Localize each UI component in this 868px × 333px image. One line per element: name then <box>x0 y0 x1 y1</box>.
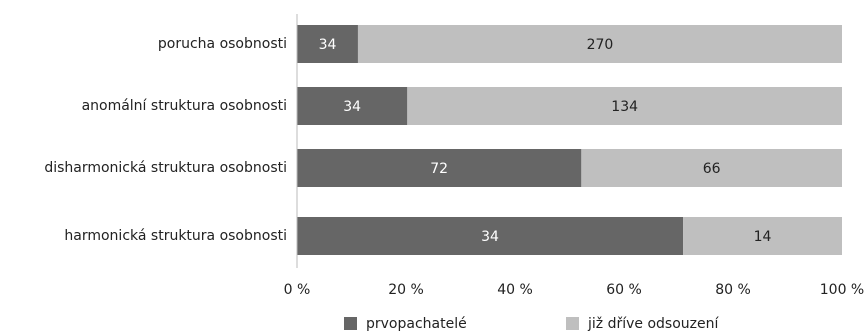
x-tick-label: 40 % <box>497 282 533 298</box>
category-label: porucha osobnosti <box>158 36 287 52</box>
data-label: 66 <box>703 161 721 177</box>
legend-item: prvopachatelé <box>344 316 467 332</box>
x-axis-tick-labels: 0 % 20 % 40 % 60 % 80 % 100 % <box>284 282 865 298</box>
legend: prvopachatelé již dříve odsouzení <box>344 316 719 332</box>
category-labels: porucha osobnosti anomální struktura osob… <box>44 36 287 244</box>
x-tick-label: 80 % <box>715 282 751 298</box>
bar-segment <box>581 149 842 187</box>
x-tick-label: 100 % <box>820 282 864 298</box>
data-label: 14 <box>754 229 772 245</box>
legend-label: již dříve odsouzení <box>587 316 719 332</box>
data-label: 134 <box>611 99 638 115</box>
bar-segment <box>297 149 582 187</box>
category-label: harmonická struktura osobnosti <box>64 228 287 244</box>
bar-segment <box>683 217 842 255</box>
bar-segment <box>297 87 408 125</box>
data-label: 34 <box>343 99 361 115</box>
data-label: 34 <box>481 229 499 245</box>
bar-segment <box>357 25 842 63</box>
x-tick-label: 0 % <box>284 282 311 298</box>
legend-item: již dříve odsouzení <box>566 316 719 332</box>
data-label: 72 <box>430 161 448 177</box>
bar-segment <box>407 87 842 125</box>
legend-swatch <box>344 317 357 330</box>
data-label: 34 <box>319 37 337 53</box>
data-label: 270 <box>587 37 614 53</box>
bar-segment <box>297 217 684 255</box>
x-tick-label: 20 % <box>388 282 424 298</box>
bar-segment <box>297 25 358 63</box>
legend-label: prvopachatelé <box>366 316 467 332</box>
x-tick-label: 60 % <box>606 282 642 298</box>
legend-swatch <box>566 317 579 330</box>
category-label: anomální struktura osobnosti <box>82 98 287 114</box>
category-label: disharmonická struktura osobnosti <box>44 160 287 176</box>
bars: 34 270 34 134 72 66 34 14 <box>297 25 842 255</box>
